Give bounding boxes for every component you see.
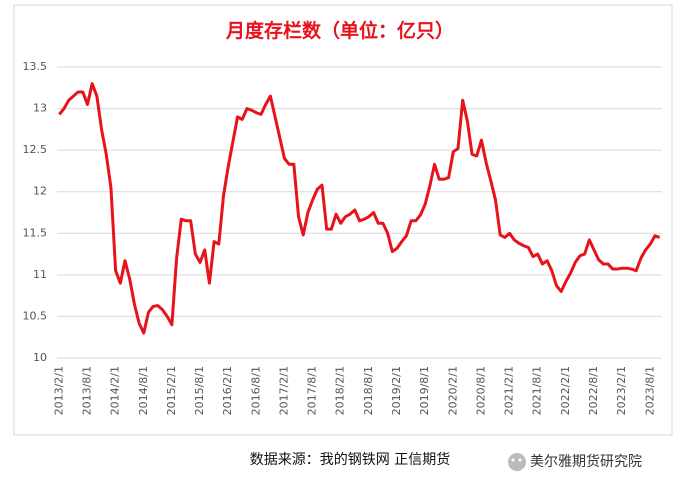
source-note: 数据来源：我的钢铁网 正信期货 <box>250 451 450 468</box>
x-tick-label: 2022/8/1 <box>587 366 600 415</box>
x-tick-label: 2014/8/1 <box>137 366 150 415</box>
x-tick-label: 2019/2/1 <box>390 366 403 415</box>
y-tick-label: 11.5 <box>23 226 48 239</box>
x-tick-label: 2021/2/1 <box>503 366 516 415</box>
watermark-icon <box>508 453 526 471</box>
x-tick-label: 2016/8/1 <box>249 366 262 415</box>
x-tick-label: 2023/2/1 <box>615 366 628 415</box>
y-tick-label: 12.5 <box>23 143 48 156</box>
y-tick-label: 12 <box>33 185 47 198</box>
y-tick-label: 10 <box>33 351 47 364</box>
x-tick-label: 2015/2/1 <box>165 366 178 415</box>
chart-frame <box>13 4 673 436</box>
x-tick-label: 2013/8/1 <box>80 366 93 415</box>
y-tick-label: 13 <box>33 102 47 115</box>
x-tick-label: 2016/2/1 <box>221 366 234 415</box>
y-tick-label: 10.5 <box>23 309 48 322</box>
chart-title: 月度存栏数（单位：亿只） <box>225 19 454 42</box>
x-tick-label: 2017/8/1 <box>306 366 319 415</box>
x-tick-label: 2023/8/1 <box>643 366 656 415</box>
x-tick-label: 2021/8/1 <box>531 366 544 415</box>
x-tick-label: 2013/2/1 <box>52 366 65 415</box>
y-tick-label: 13.5 <box>23 60 48 73</box>
x-tick-label: 2015/8/1 <box>193 366 206 415</box>
watermark: 美尔雅期货研究院 <box>530 453 642 470</box>
x-tick-label: 2020/8/1 <box>474 366 487 415</box>
y-tick-label: 11 <box>33 268 47 281</box>
x-tick-label: 2019/8/1 <box>418 366 431 415</box>
x-tick-label: 2020/2/1 <box>446 366 459 415</box>
x-tick-label: 2018/2/1 <box>334 366 347 415</box>
x-tick-label: 2017/2/1 <box>277 366 290 415</box>
x-tick-label: 2022/2/1 <box>559 366 572 415</box>
data-line <box>58 82 661 335</box>
x-tick-label: 2014/2/1 <box>109 366 122 415</box>
x-tick-label: 2018/8/1 <box>362 366 375 415</box>
